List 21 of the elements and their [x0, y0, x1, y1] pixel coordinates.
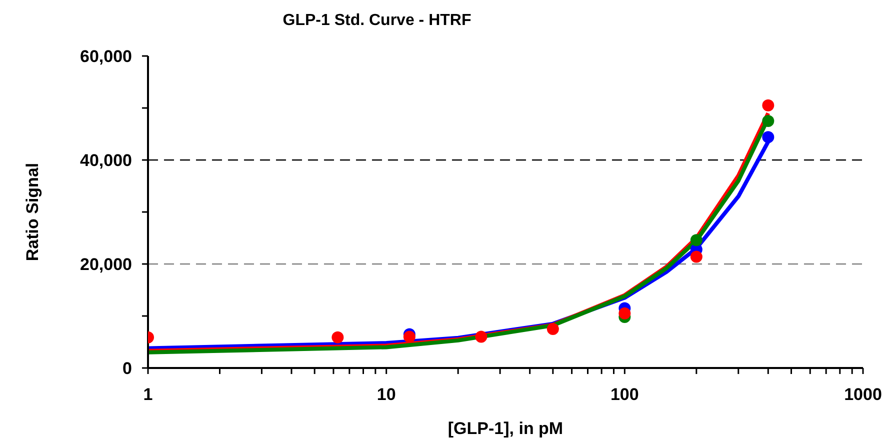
point	[332, 331, 344, 344]
y-tick-label: 0	[122, 359, 132, 378]
point	[762, 131, 774, 144]
chart-title: GLP-1 Std. Curve - HTRF	[282, 11, 472, 31]
y-tick-label: 20,000	[80, 255, 132, 274]
point	[403, 330, 416, 343]
point	[618, 307, 631, 320]
x-tick-label: 10	[376, 385, 396, 404]
y-tick-label: 60,000	[80, 47, 132, 66]
point	[475, 330, 488, 343]
x-tick-label: 1000	[844, 385, 882, 404]
point	[690, 234, 702, 246]
point	[546, 323, 559, 335]
x-axis-title: [GLP-1], in pM	[448, 419, 564, 438]
y-tick-label: 40,000	[80, 151, 132, 170]
point	[762, 115, 774, 127]
point	[690, 250, 702, 263]
x-tick-label: 1	[143, 385, 153, 404]
x-tick-label: 100	[610, 385, 639, 404]
point	[762, 99, 774, 112]
y-axis-title: Ratio Signal	[23, 162, 42, 262]
